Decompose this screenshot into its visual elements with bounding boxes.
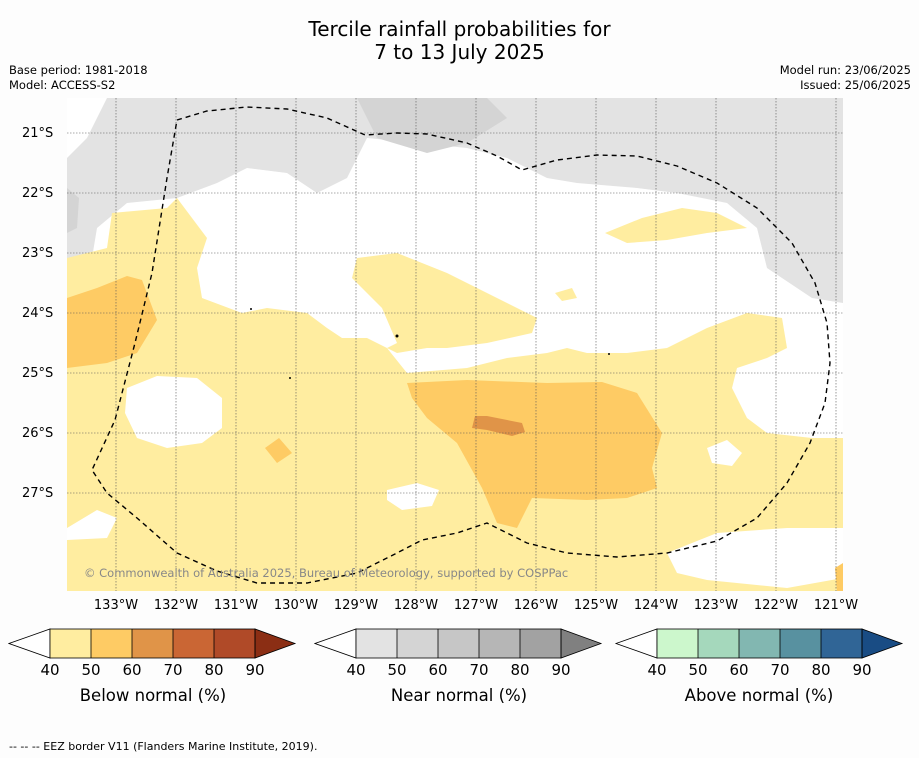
- lon-label-130: 130°W: [273, 598, 319, 613]
- colorbar-near-label: Near normal (%): [390, 686, 528, 705]
- lon-label-127: 127°W: [453, 598, 499, 613]
- lon-label-128: 128°W: [393, 598, 439, 613]
- copyright-notice: © Commonwealth of Australia 2025, Bureau…: [84, 566, 569, 580]
- normal-hole-5: [67, 510, 117, 540]
- colorbar-below-swatch-70: [173, 629, 214, 658]
- colorbar-below-swatch-under: [8, 628, 51, 659]
- meta-left: Base period: 1981-2018 Model: ACCESS-S2: [9, 63, 148, 93]
- colorbar-below-swatch-80: [214, 629, 255, 658]
- lon-label-122: 122°W: [753, 598, 799, 613]
- near-normal-region-2: [357, 98, 507, 153]
- eez-legend-note: -- -- -- EEZ border V11 (Flanders Marine…: [9, 740, 318, 753]
- model-run: Model run: 23/06/2025: [779, 63, 911, 77]
- colorbar-near-swatch-40: [356, 629, 397, 658]
- lat-label-24: 24°S: [22, 306, 54, 321]
- below-normal-region-2: [605, 208, 747, 243]
- colorbar-above-tick: 50: [688, 661, 708, 679]
- colorbar-below-swatch-40: [50, 629, 91, 658]
- colorbar-near-normal: [314, 628, 603, 659]
- lon-label-133: 133°W: [93, 598, 139, 613]
- colorbar-below-tick: 90: [245, 661, 265, 679]
- colorbar-below-swatch-50: [91, 629, 132, 658]
- colorbar-near-tick: 60: [428, 661, 448, 679]
- colorbar-near-swatch-over: [560, 628, 603, 659]
- colorbar-near-swatch-80: [520, 629, 561, 658]
- below-normal-70: [472, 416, 525, 436]
- issued-date: Issued: 25/06/2025: [800, 78, 911, 92]
- colorbar-near-swatch-under: [314, 628, 357, 659]
- colorbar-above-swatch-under: [614, 628, 658, 659]
- below-normal-60-small: [265, 438, 292, 463]
- colorbar-near-swatch-50: [397, 629, 438, 658]
- model-name: Model: ACCESS-S2: [9, 78, 116, 92]
- below-normal-region-3: [555, 288, 577, 301]
- colorbar-below-tick: 50: [81, 661, 101, 679]
- colorbar-above-label: Above normal (%): [684, 686, 834, 705]
- lon-label-132: 132°W: [153, 598, 199, 613]
- near-normal-region: [67, 98, 843, 303]
- near-normal-region-3: [67, 188, 79, 233]
- colorbar-above-tick: 70: [770, 661, 790, 679]
- colorbar-above-normal: [614, 628, 904, 659]
- normal-hole-1: [125, 376, 222, 448]
- lon-label-125: 125°W: [573, 598, 619, 613]
- normal-hole-2: [387, 483, 439, 510]
- map-gridlines: [67, 98, 843, 591]
- colorbar-near-tick: 80: [510, 661, 530, 679]
- colorbar-below-tick: 40: [40, 661, 60, 679]
- colorbar-above-swatch-80: [821, 629, 862, 658]
- colorbar-near-tick: 70: [469, 661, 489, 679]
- lat-label-26: 26°S: [22, 426, 54, 441]
- colorbar-below-tick: 80: [204, 661, 224, 679]
- lon-label-131: 131°W: [213, 598, 259, 613]
- lat-label-22: 22°S: [22, 186, 54, 201]
- lat-label-21: 21°S: [22, 126, 54, 141]
- colorbar-above-tick: 80: [811, 661, 831, 679]
- colorbar-near-tick: 50: [387, 661, 407, 679]
- colorbar-above-tick: 90: [852, 661, 872, 679]
- title-line-1: Tercile rainfall probabilities for: [308, 17, 611, 41]
- lat-label-25: 25°S: [22, 366, 54, 381]
- eez-border: [91, 106, 831, 584]
- title-line-2: 7 to 13 July 2025: [374, 40, 545, 64]
- colorbar-near-tick: 40: [346, 661, 366, 679]
- colorbar-below-label: Below normal (%): [79, 686, 227, 705]
- below-normal-60-east: [835, 563, 843, 591]
- lon-label-126: 126°W: [513, 598, 559, 613]
- lon-label-129: 129°W: [333, 598, 379, 613]
- colorbar-below-swatch-over: [254, 628, 297, 659]
- colorbar-below-tick: 70: [163, 661, 183, 679]
- colorbar-above-swatch-40: [657, 629, 698, 658]
- lon-label-121: 121°W: [813, 598, 859, 613]
- lat-label-27: 27°S: [22, 486, 54, 501]
- lon-label-123: 123°W: [693, 598, 739, 613]
- below-normal-60-centre: [407, 380, 662, 528]
- colorbar-near-swatch-60: [438, 629, 479, 658]
- islands: [250, 308, 610, 379]
- lon-label-124: 124°W: [633, 598, 679, 613]
- colorbar-near-swatch-70: [479, 629, 520, 658]
- colorbar-above-swatch-70: [780, 629, 821, 658]
- colorbar-below-normal: [8, 628, 297, 659]
- colorbar-above-tick: 60: [729, 661, 749, 679]
- colorbar-below-tick: 60: [122, 661, 142, 679]
- meta-right: Model run: 23/06/2025 Issued: 25/06/2025: [780, 63, 911, 93]
- colorbar-below-swatch-60: [132, 629, 173, 658]
- map-area: [67, 98, 843, 591]
- colorbar-above-swatch-60: [739, 629, 780, 658]
- base-period: Base period: 1981-2018: [9, 63, 148, 77]
- colorbar-above-swatch-over: [861, 628, 904, 659]
- colorbar-above-swatch-50: [698, 629, 739, 658]
- colorbar-near-tick: 90: [551, 661, 571, 679]
- colorbar-above-tick: 40: [647, 661, 667, 679]
- map-title: Tercile rainfall probabilities for 7 to …: [0, 18, 919, 64]
- lat-label-23: 23°S: [22, 246, 54, 261]
